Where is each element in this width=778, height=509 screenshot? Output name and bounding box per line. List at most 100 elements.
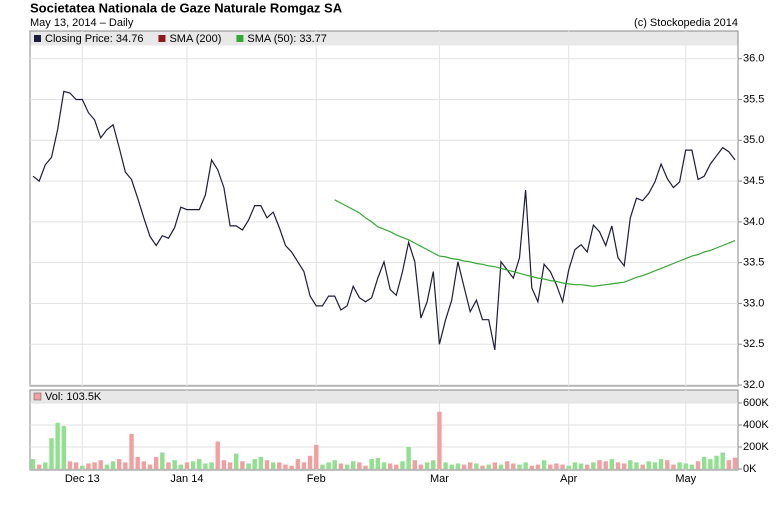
y2-tick-label: 0K [743, 463, 757, 475]
volume-bar [270, 462, 276, 469]
volume-bar [640, 464, 645, 469]
volume-bar [166, 462, 171, 469]
x-tick-label: May [675, 473, 696, 485]
volume-bar [387, 463, 393, 469]
volume-bar [203, 463, 208, 469]
y-tick-label: 33.0 [743, 297, 764, 309]
volume-bar [153, 456, 159, 469]
volume-bar [578, 463, 584, 469]
volume-bar [726, 460, 732, 469]
legend-swatch [158, 35, 166, 42]
volume-bar [314, 444, 319, 469]
volume-bar [671, 464, 676, 469]
volume-bar [480, 465, 485, 469]
volume-bar [147, 464, 153, 469]
volume-bar [264, 460, 270, 469]
volume-bar [43, 462, 48, 469]
volume-bar [104, 464, 110, 469]
volume-bar [597, 460, 602, 469]
volume-bar [172, 460, 177, 469]
volume-bar [615, 462, 621, 469]
volume-bar [129, 433, 134, 469]
volume-bar [412, 460, 417, 469]
price-line [32, 90, 736, 351]
volume-bar [240, 461, 245, 469]
volume-bar [541, 460, 547, 469]
volume-bar [474, 463, 479, 469]
volume-bar [92, 462, 97, 469]
volume-bar [658, 459, 664, 469]
y-tick-label: 32.0 [743, 379, 764, 391]
volume-bar [591, 462, 596, 469]
x-tick-label: Jan 14 [170, 473, 203, 485]
y-tick-label: 36.0 [743, 53, 764, 65]
chart-subtitle: May 13, 2014 – Daily [30, 17, 134, 29]
volume-bar [523, 462, 528, 469]
volume-bar [338, 463, 344, 469]
volume-bar [554, 463, 559, 469]
volume-bar [720, 452, 725, 469]
volume-bar [252, 459, 257, 469]
volume-bar [369, 459, 374, 469]
volume-bar [585, 464, 590, 469]
volume-bar [49, 438, 54, 469]
volume-bar [431, 460, 436, 469]
volume-bar [560, 464, 565, 469]
volume-bar [634, 462, 639, 469]
volume-bar [406, 446, 411, 469]
volume-bar [535, 464, 541, 469]
x-tick-label: Dec 13 [65, 473, 100, 485]
volume-bar [646, 461, 651, 469]
volume-bar [695, 461, 701, 469]
y-tick-label: 33.5 [743, 257, 764, 269]
volume-bar [677, 462, 682, 469]
volume-bar [209, 462, 214, 469]
x-tick-label: Mar [430, 473, 449, 485]
y-tick-label: 35.5 [743, 93, 764, 105]
volume-bar [652, 462, 658, 469]
volume-bar [123, 462, 128, 469]
price-panel [29, 30, 739, 387]
volume-bar [394, 464, 399, 469]
volume-bar [572, 462, 578, 469]
volume-bar [141, 461, 147, 469]
legend-label: SMA (50): 33.77 [247, 33, 327, 45]
volume-bar [468, 462, 473, 469]
y-tick-label: 34.0 [743, 216, 764, 228]
legend-swatch [34, 35, 41, 42]
volume-bar [566, 465, 571, 469]
legend-swatch [236, 35, 244, 42]
volume-bar [36, 464, 42, 469]
volume-bar [61, 426, 66, 469]
volume-bar [234, 453, 239, 469]
volume-bar [418, 464, 424, 469]
volume-bar [548, 464, 553, 469]
volume-bar [117, 459, 122, 469]
volume-bar [289, 465, 294, 469]
volume-bar [332, 460, 337, 469]
volume-bar [344, 464, 350, 469]
volume-bar [455, 463, 461, 469]
volume-bar [628, 460, 633, 469]
volume-bar [714, 455, 719, 469]
y2-tick-label: 600K [743, 397, 769, 409]
volume-bar [492, 462, 498, 469]
volume-bar [55, 422, 60, 469]
volume-bar [363, 465, 368, 469]
volume-bar [283, 464, 288, 469]
volume-bar [400, 461, 405, 469]
source: (c) Stockopedia 2014 [634, 17, 738, 29]
volume-bar [110, 461, 116, 469]
volume-bar [424, 462, 430, 469]
volume-bar [437, 411, 442, 469]
volume-bar [443, 462, 448, 469]
legend-label: Vol: 103.5K [45, 391, 102, 403]
volume-bar [449, 464, 454, 469]
volume-bar [295, 459, 300, 469]
volume-bar [381, 462, 387, 469]
volume-bar [184, 462, 190, 469]
volume-bar [708, 459, 713, 469]
volume-bar [603, 461, 608, 469]
legend-bar [30, 390, 738, 403]
